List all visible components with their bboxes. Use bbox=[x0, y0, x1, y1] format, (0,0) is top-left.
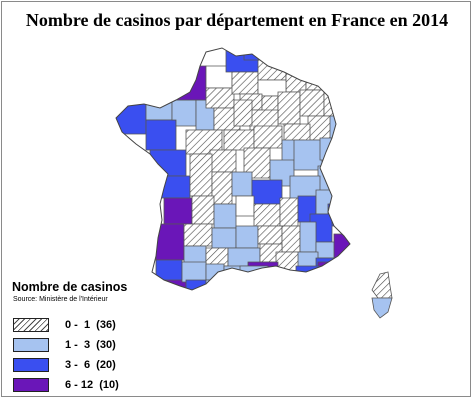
department-eure-et-loir bbox=[233, 99, 253, 127]
department-haute-marne bbox=[307, 115, 331, 141]
legend-swatch-purple bbox=[13, 378, 49, 392]
department-cantal bbox=[235, 225, 259, 249]
department-haute-loire bbox=[257, 225, 283, 245]
department-hautes-pyrenees bbox=[185, 279, 207, 290]
legend-title: Nombre de casinos bbox=[12, 280, 128, 294]
legend-label-3-6: 3 - 6 (20) bbox=[65, 359, 116, 371]
department-landes bbox=[155, 259, 183, 283]
department-eure bbox=[231, 71, 259, 95]
department-indre bbox=[231, 171, 253, 197]
department-correze bbox=[211, 227, 237, 249]
department-hautes-alpes bbox=[315, 241, 337, 259]
department-ille-et-vilaine bbox=[171, 99, 197, 127]
map-title: Nombre de casinos par département en Fra… bbox=[25, 10, 449, 30]
department-pas-de-calais bbox=[243, 48, 263, 61]
department-seine-et-marne bbox=[277, 91, 301, 125]
departments-layer bbox=[116, 48, 370, 290]
department-doubs bbox=[333, 157, 350, 183]
department-morbihan bbox=[145, 119, 177, 151]
department-manche bbox=[169, 65, 207, 101]
department-pyrenees-atlantiques bbox=[149, 279, 187, 290]
department-drome bbox=[299, 221, 317, 253]
department-cotes-darmor bbox=[145, 99, 173, 121]
department-ardeche bbox=[281, 225, 301, 253]
department-cote-dor bbox=[293, 139, 323, 171]
department-charente-maritime bbox=[163, 197, 193, 225]
department-vosges bbox=[327, 115, 349, 139]
department-allier bbox=[251, 179, 283, 205]
department-meurthe-et-moselle bbox=[339, 103, 350, 125]
department-aisne bbox=[285, 59, 307, 93]
department-indre-et-loire bbox=[209, 149, 237, 173]
department-puy-de-dome bbox=[253, 203, 281, 227]
department-haute-garonne bbox=[205, 279, 229, 290]
corsica bbox=[371, 271, 393, 319]
legend-label-6-12: 6 - 12 (10) bbox=[65, 379, 119, 391]
department-loire-atlantique bbox=[149, 149, 187, 177]
legend-label-0-1: 0 - 1 (36) bbox=[65, 319, 116, 331]
department-finistere bbox=[116, 99, 147, 135]
legend-row-6-12: 6 - 12 (10) bbox=[13, 378, 119, 392]
department-haut-rhin bbox=[345, 123, 350, 147]
department-herault bbox=[247, 261, 279, 283]
department-gers bbox=[181, 261, 207, 283]
department-bouches-du-rhone bbox=[295, 265, 321, 287]
department-loire bbox=[279, 197, 299, 227]
legend-row-0-1: 0 - 1 (36) bbox=[13, 318, 116, 332]
department-corse-du-sud bbox=[371, 297, 393, 319]
legend-row-3-6: 3 - 6 (20) bbox=[13, 358, 116, 372]
department-moselle bbox=[339, 79, 350, 105]
department-aube bbox=[283, 123, 311, 143]
legend-swatch-hatched bbox=[13, 318, 49, 332]
department-deux-sevres bbox=[189, 153, 213, 197]
department-haute-corse bbox=[371, 271, 393, 299]
legend-label-1-3: 1 - 3 (30) bbox=[65, 339, 116, 351]
department-creuse bbox=[235, 195, 255, 217]
department-marne bbox=[299, 89, 325, 117]
legend-swatch-blue bbox=[13, 358, 49, 372]
department-ariege bbox=[217, 279, 241, 290]
department-somme bbox=[257, 59, 287, 81]
legend-swatch-light-blue bbox=[13, 338, 49, 352]
department-haute-savoie bbox=[333, 175, 350, 205]
department-tarn-et-garonne bbox=[205, 263, 225, 281]
department-aude bbox=[239, 281, 261, 290]
department-orne bbox=[205, 87, 235, 109]
department-lot bbox=[205, 247, 229, 267]
department-vienne bbox=[211, 171, 233, 205]
department-loir-et-cher bbox=[223, 129, 255, 151]
department-loiret bbox=[253, 125, 283, 149]
legend-row-1-3: 1 - 3 (30) bbox=[13, 338, 116, 352]
department-haute-vienne bbox=[213, 203, 237, 229]
legend-source: Source: Ministère de l'Intérieur bbox=[13, 296, 108, 303]
department-dordogne bbox=[183, 223, 213, 247]
department-charente bbox=[191, 195, 215, 225]
department-bas-rhin bbox=[352, 86, 370, 126]
